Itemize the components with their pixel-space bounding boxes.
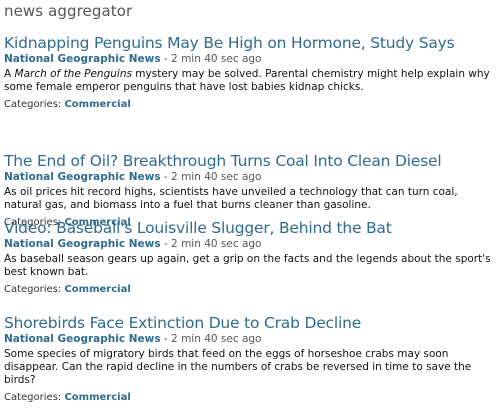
categories-label: Categories: <box>4 284 65 295</box>
article-source-link[interactable]: National Geographic News <box>4 171 161 183</box>
article-headline-link[interactable]: Shorebirds Face Extinction Due to Crab D… <box>4 314 362 332</box>
article-summary: Some species of migratory birds that fee… <box>4 348 472 386</box>
summary-prefix: A <box>4 68 15 80</box>
category-link-commercial[interactable]: Commercial <box>64 392 131 403</box>
article-source-link[interactable]: National Geographic News <box>4 238 161 250</box>
categories-label: Categories: <box>4 217 65 228</box>
article-item: The End of Oil? Breakthrough Turns Coal … <box>4 152 496 229</box>
category-link-commercial[interactable]: Commercial <box>64 284 131 295</box>
article-meta: National Geographic News - 2 min 40 sec … <box>4 238 496 251</box>
article-item: Kidnapping Penguins May Be High on Hormo… <box>4 34 496 111</box>
categories-label: Categories: <box>4 392 65 403</box>
article-meta: National Geographic News - 2 min 40 sec … <box>4 53 496 66</box>
article-summary: A March of the Penguins mystery may be s… <box>4 68 496 94</box>
article-timestamp: - 2 min 40 sec ago <box>160 333 262 345</box>
article-headline-link[interactable]: Video: Baseball's Louisville Slugger, Be… <box>4 219 392 237</box>
article-categories: Categories: Commercial <box>4 391 496 404</box>
article-summary: As baseball season gears up again, get a… <box>4 253 491 278</box>
article-timestamp: - 2 min 40 sec ago <box>160 53 262 65</box>
article-categories: Categories: Commercial <box>4 216 496 229</box>
category-link-commercial[interactable]: Commercial <box>64 99 131 110</box>
categories-label: Categories: <box>4 99 65 110</box>
article-source-link[interactable]: National Geographic News <box>4 53 161 65</box>
article-item: Video: Baseball's Louisville Slugger, Be… <box>4 219 496 296</box>
article-meta: National Geographic News - 2 min 40 sec … <box>4 171 496 184</box>
article-categories: Categories: Commercial <box>4 283 496 296</box>
page-title: news aggregator <box>4 2 133 20</box>
summary-text: mystery may be solved. Parental chemistr… <box>4 68 490 93</box>
category-link-commercial[interactable]: Commercial <box>64 217 131 228</box>
article-categories: Categories: Commercial <box>4 98 496 111</box>
article-meta: National Geographic News - 2 min 40 sec … <box>4 333 496 346</box>
article-summary: As oil prices hit record highs, scientis… <box>4 186 458 211</box>
article-headline-link[interactable]: Kidnapping Penguins May Be High on Hormo… <box>4 34 455 52</box>
summary-italic-title: March of the Penguins <box>14 68 132 80</box>
article-timestamp: - 2 min 40 sec ago <box>160 238 262 250</box>
article-item: Shorebirds Face Extinction Due to Crab D… <box>4 314 496 404</box>
article-headline-link[interactable]: The End of Oil? Breakthrough Turns Coal … <box>4 152 442 170</box>
article-source-link[interactable]: National Geographic News <box>4 333 161 345</box>
article-timestamp: - 2 min 40 sec ago <box>160 171 262 183</box>
